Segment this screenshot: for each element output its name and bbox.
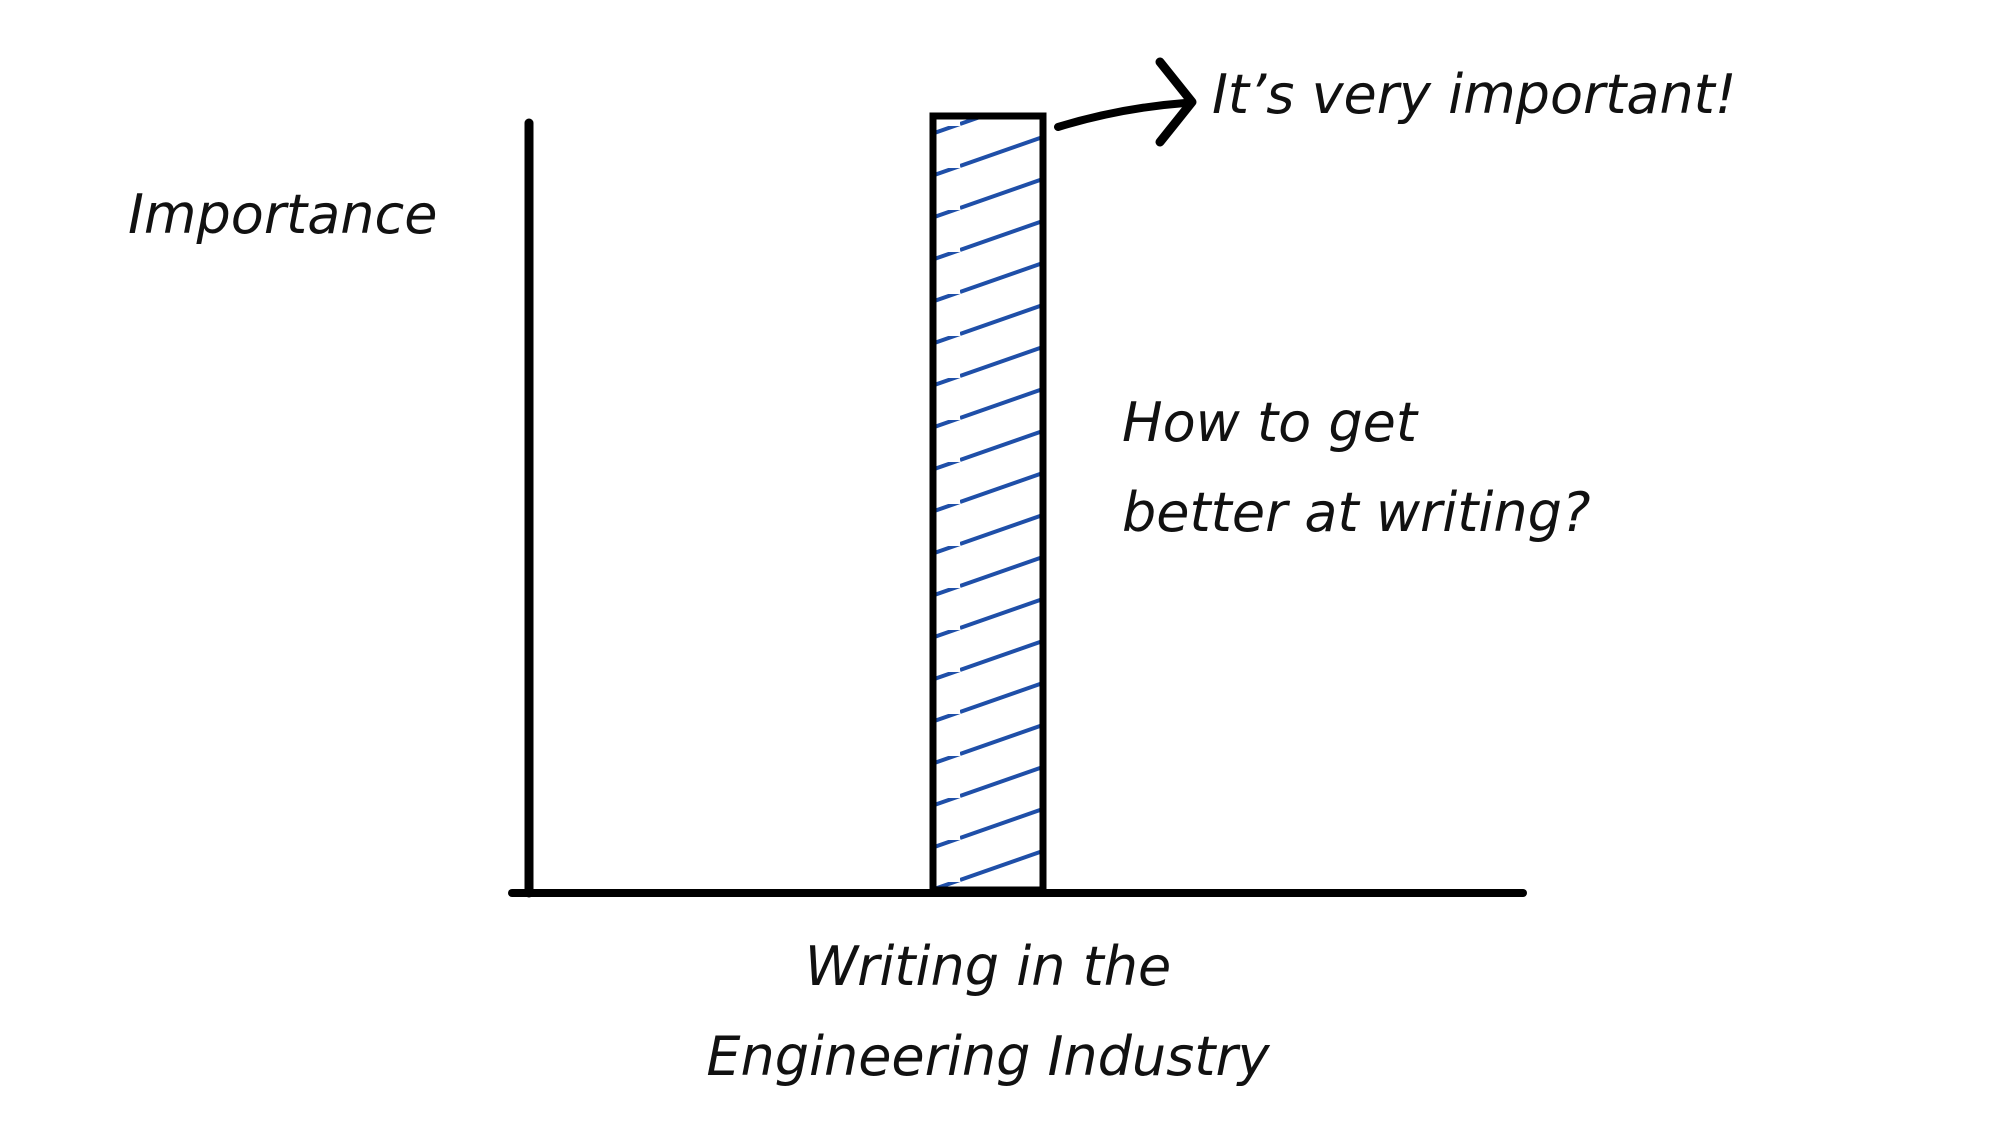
y-axis-label: Importance bbox=[128, 183, 438, 246]
x-tick-label: Writing in the Engineering Industry bbox=[706, 935, 1270, 1088]
bar bbox=[929, 112, 1047, 894]
arrow bbox=[1054, 99, 1189, 131]
bars bbox=[929, 112, 1047, 894]
arrow-head bbox=[1155, 57, 1197, 147]
annotation: It’s very important! bbox=[1212, 63, 1737, 126]
annotation: How to get better at writing? bbox=[1122, 391, 1591, 544]
